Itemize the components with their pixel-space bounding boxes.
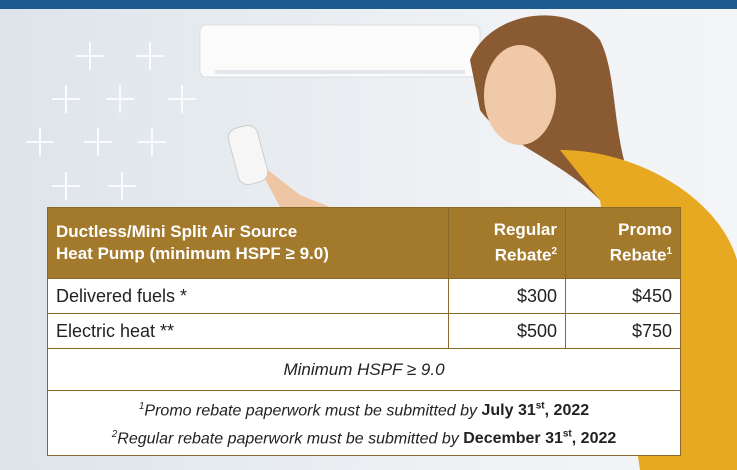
row: Electric heat **$500$750 <box>48 314 681 349</box>
page: Ductless/Mini Split Air Source Heat Pump … <box>0 0 737 470</box>
deadline: July 31st, 2022 <box>481 402 589 419</box>
header-text: Heat Pump (minimum HSPF ≥ 9.0) <box>56 244 329 263</box>
superscript: 1 <box>666 246 672 257</box>
deadline-date: December 31 <box>463 430 563 447</box>
footnotes: 1Promo rebate paperwork must be submitte… <box>48 391 681 456</box>
cell: $450 <box>566 279 681 314</box>
footnote: 1Promo rebate paperwork must be submitte… <box>56 395 672 423</box>
deadline-date: July 31 <box>481 402 535 419</box>
cell: $300 <box>449 279 566 314</box>
header-cell: Promo Rebate1 <box>566 208 681 279</box>
footnote-text: Regular rebate paperwork must be submitt… <box>117 430 459 447</box>
footnote-row: 1Promo rebate paperwork must be submitte… <box>48 391 681 456</box>
deadline-year: , 2022 <box>572 430 616 447</box>
footnote-text: Promo rebate paperwork must be submitted… <box>144 402 477 419</box>
note: Minimum HSPF ≥ 9.0 <box>48 349 681 391</box>
ordinal-suffix: st <box>563 429 572 440</box>
ordinal-suffix: st <box>536 401 545 412</box>
deadline-year: , 2022 <box>545 402 589 419</box>
cell: Electric heat ** <box>48 314 449 349</box>
header-text: Ductless/Mini Split Air Source <box>56 222 297 241</box>
header-text: Rebate <box>610 246 667 265</box>
row: Delivered fuels *$300$450 <box>48 279 681 314</box>
header-text: Regular <box>494 220 557 239</box>
header-text: Rebate <box>495 246 552 265</box>
note-row: Minimum HSPF ≥ 9.0 <box>48 349 681 391</box>
footnote: 2Regular rebate paperwork must be submit… <box>56 423 672 451</box>
header-row: Ductless/Mini Split Air Source Heat Pump … <box>48 208 681 279</box>
deadline: December 31st, 2022 <box>463 430 616 447</box>
superscript: 2 <box>551 246 557 257</box>
cell: Delivered fuels * <box>48 279 449 314</box>
cell: $500 <box>449 314 566 349</box>
rebate-table: Ductless/Mini Split Air Source Heat Pump … <box>47 207 681 456</box>
header-cell: Ductless/Mini Split Air Source Heat Pump … <box>48 208 449 279</box>
header-text: Promo <box>618 220 672 239</box>
cell: $750 <box>566 314 681 349</box>
header-cell: Regular Rebate2 <box>449 208 566 279</box>
